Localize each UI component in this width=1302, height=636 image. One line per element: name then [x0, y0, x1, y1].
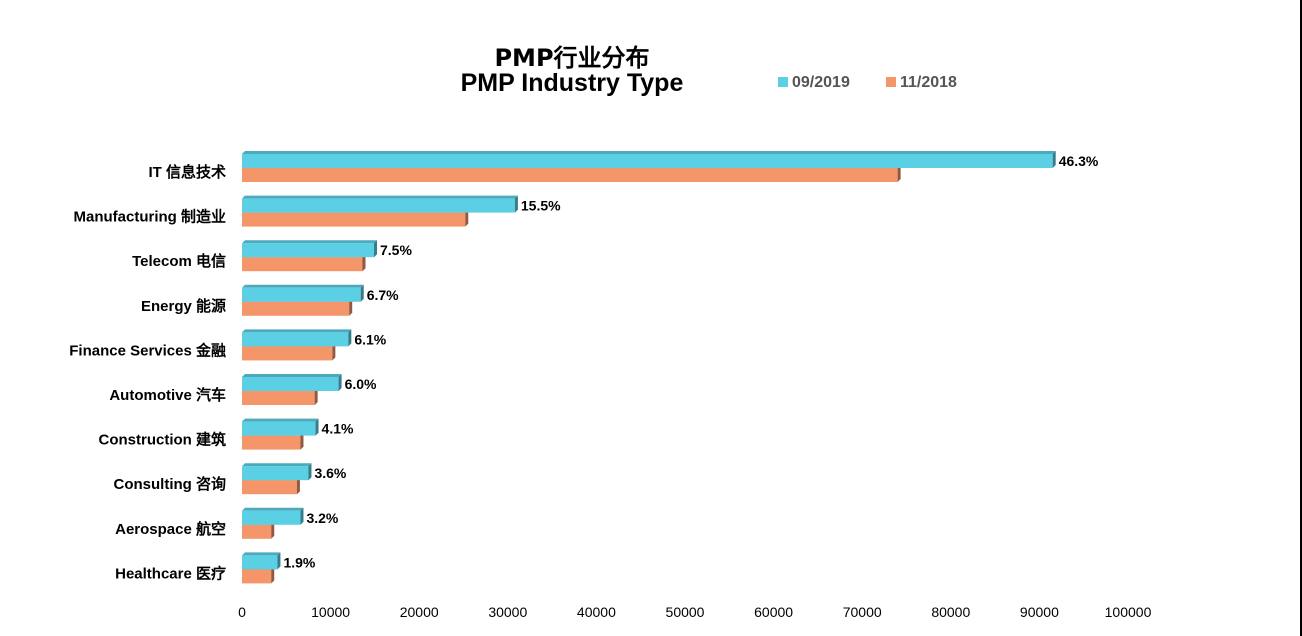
category-label: Finance Services 金融	[69, 341, 226, 359]
data-label: 3.2%	[306, 510, 338, 526]
bar-series-a	[242, 418, 319, 436]
category-label: Consulting 咨询	[114, 475, 227, 493]
category-label: IT 信息技术	[149, 163, 227, 181]
data-label: 4.1%	[322, 421, 354, 437]
x-tick-label: 100000	[1105, 604, 1152, 620]
chart-title: PMP行业分布	[494, 44, 650, 72]
category-label: Construction 建筑	[99, 431, 227, 449]
bar-series-a	[242, 552, 281, 570]
category-label: Telecom 电信	[132, 252, 226, 270]
legend-swatch-series-a	[778, 77, 788, 87]
x-tick-label: 0	[238, 604, 246, 620]
bar-series-a	[242, 240, 378, 258]
data-label: 15.5%	[521, 198, 561, 214]
x-tick-label: 10000	[311, 604, 350, 620]
x-tick-label: 80000	[931, 604, 970, 620]
category-label: Aerospace 航空	[115, 520, 226, 538]
bar-series-a	[242, 195, 518, 213]
x-tick-label: 50000	[666, 604, 705, 620]
bar-series-a	[242, 374, 342, 391]
data-label: 6.1%	[354, 331, 386, 347]
category-label: Healthcare 医疗	[115, 564, 226, 582]
x-tick-label: 20000	[400, 604, 439, 620]
x-tick-label: 60000	[754, 604, 793, 620]
data-label: 3.6%	[314, 465, 346, 481]
bar-series-a	[242, 151, 1056, 168]
category-label: Manufacturing 制造业	[74, 208, 227, 226]
data-label: 1.9%	[283, 554, 315, 570]
legend-item-series-b: 11/2018	[886, 74, 957, 92]
x-tick-label: 90000	[1020, 604, 1059, 620]
legend-swatch-series-b	[886, 77, 896, 87]
bar-series-a	[242, 463, 312, 481]
x-tick-label: 30000	[488, 604, 527, 620]
data-label: 46.3%	[1059, 153, 1099, 169]
data-label: 6.7%	[367, 287, 399, 303]
bar-series-a	[242, 284, 364, 302]
legend-label-series-a: 09/2019	[792, 74, 850, 91]
category-label: Energy 能源	[141, 297, 226, 315]
legend-label-series-b: 11/2018	[900, 74, 957, 91]
legend-item-series-a: 09/2019	[778, 74, 850, 92]
bar-series-a	[242, 507, 304, 525]
data-label: 7.5%	[380, 242, 412, 258]
chart-subtitle: PMP Industry Type	[460, 69, 684, 97]
frame-border	[1300, 0, 1302, 636]
bar-series-a	[242, 329, 352, 347]
x-tick-label: 70000	[843, 604, 882, 620]
x-tick-label: 40000	[577, 604, 616, 620]
data-label: 6.0%	[345, 376, 377, 392]
category-label: Automotive 汽车	[109, 386, 226, 404]
